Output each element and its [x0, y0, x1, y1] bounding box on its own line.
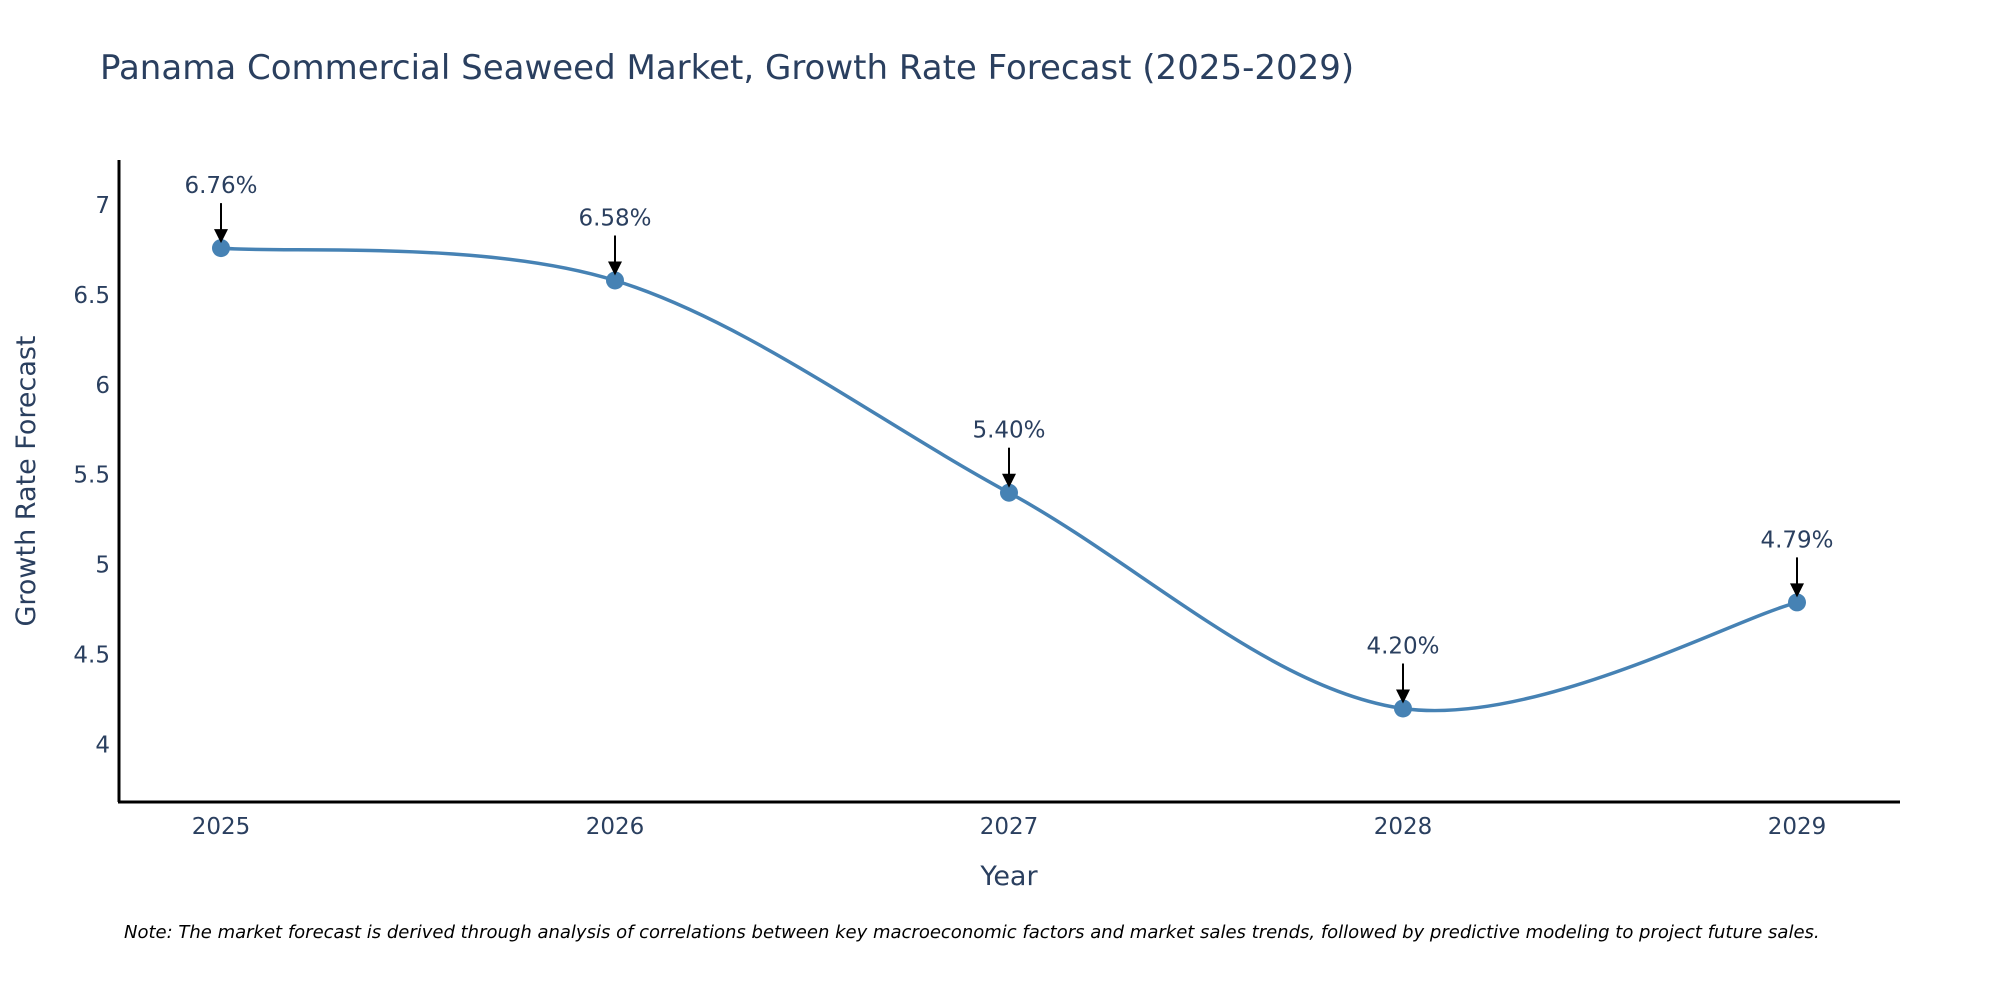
- annotation-arrow-head: [1396, 689, 1410, 704]
- data-point-marker: [212, 239, 230, 258]
- y-axis-title: Growth Rate Forecast: [11, 335, 42, 626]
- annotation-arrow-head: [608, 261, 622, 276]
- x-axis-title: Year: [979, 861, 1038, 892]
- y-axis-ticks: 4 4.5 5 5.5 6 6.5 7: [73, 193, 110, 758]
- data-label: 6.76%: [184, 173, 257, 199]
- data-label: 5.40%: [972, 418, 1045, 444]
- x-tick-label: 2029: [1768, 814, 1827, 840]
- y-tick-label: 4: [95, 732, 110, 758]
- y-tick-label: 5: [95, 553, 110, 579]
- x-axis-ticks: 2025 2026 2027 2028 2029: [192, 814, 1827, 840]
- annotation-layer: 6.76% 6.58% 5.40% 4.20% 4.79%: [184, 173, 1834, 704]
- x-tick-label: 2028: [1374, 814, 1433, 840]
- data-point-marker: [1788, 593, 1806, 612]
- annotation-arrow-head: [1790, 583, 1804, 598]
- data-label: 4.79%: [1760, 527, 1833, 553]
- y-tick-label: 4.5: [73, 643, 110, 669]
- data-point-marker: [1394, 699, 1412, 718]
- annotation-arrow-head: [1002, 473, 1016, 488]
- x-tick-label: 2025: [192, 814, 251, 840]
- data-point-marker: [1000, 483, 1018, 502]
- chart-title: Panama Commercial Seaweed Market, Growth…: [100, 48, 1354, 88]
- y-tick-label: 6.5: [73, 283, 110, 309]
- series-layer: [212, 239, 1806, 718]
- y-tick-label: 6: [95, 373, 110, 399]
- x-tick-label: 2027: [980, 814, 1039, 840]
- x-tick-label: 2026: [586, 814, 645, 840]
- annotation-arrow-head: [214, 229, 228, 244]
- data-label: 6.58%: [578, 205, 651, 231]
- y-tick-label: 7: [95, 193, 110, 219]
- data-label: 4.20%: [1366, 633, 1439, 659]
- chart-note: Note: The market forecast is derived thr…: [124, 922, 1820, 943]
- y-tick-label: 5.5: [73, 463, 110, 489]
- data-point-marker: [606, 271, 624, 290]
